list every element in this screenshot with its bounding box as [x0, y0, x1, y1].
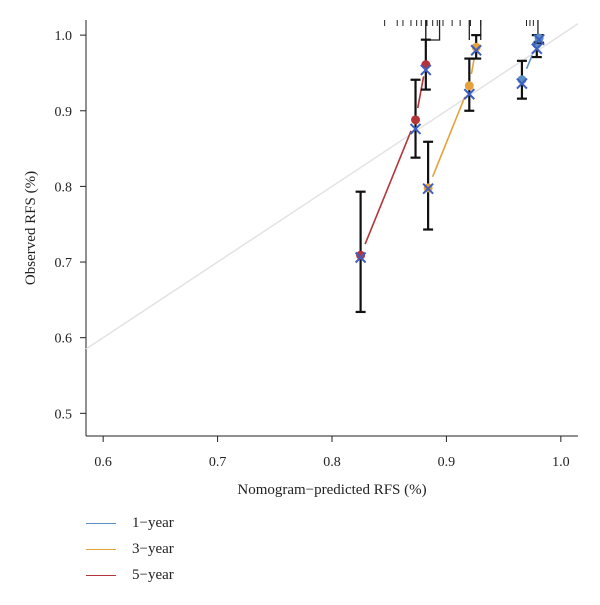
data-point	[471, 42, 481, 52]
estimate-cross	[531, 43, 543, 55]
data-point	[411, 115, 421, 125]
legend-swatch	[86, 548, 116, 550]
series-3−year	[422, 34, 482, 231]
estimate-cross	[470, 44, 482, 56]
y-tick-label: 0.5	[55, 407, 73, 422]
reference-line-group	[85, 23, 579, 350]
estimate-cross	[463, 88, 476, 100]
x-tick-label: 0.6	[94, 455, 112, 470]
rug-bracket	[425, 20, 441, 41]
rug-ticks-group	[384, 20, 539, 41]
legend-label: 1−year	[132, 514, 174, 531]
legend-item: 3−year	[86, 536, 174, 562]
y-tick-label: 0.9	[55, 105, 73, 120]
x-axis: 0.6 0.7 0.8 0.9 1.0	[94, 436, 570, 470]
data-point	[534, 33, 544, 43]
series-5−year	[354, 38, 432, 314]
y-tick-label: 1.0	[55, 29, 73, 44]
series-line-segment	[364, 130, 412, 245]
legend-swatch	[86, 574, 116, 576]
y-tick-label: 0.7	[55, 256, 73, 271]
series-line-segment	[470, 58, 475, 75]
series-line-segment	[525, 54, 533, 69]
x-tick-label: 0.7	[209, 455, 227, 470]
estimate-cross	[354, 251, 367, 264]
y-tick-label: 0.8	[55, 180, 73, 195]
estimate-cross	[516, 77, 528, 90]
y-axis: 0.5 0.6 0.7 0.8 0.9 1.0	[55, 29, 86, 422]
estimate-cross	[409, 123, 422, 135]
data-point	[464, 81, 474, 91]
legend: 1−year 3−year 5−year	[86, 510, 174, 588]
legend-swatch	[86, 522, 116, 524]
legend-item: 1−year	[86, 510, 174, 536]
x-tick-label: 1.0	[552, 455, 570, 470]
y-tick-label: 0.6	[55, 332, 73, 347]
legend-label: 3−year	[132, 540, 174, 557]
estimate-cross	[422, 182, 434, 195]
y-axis-title: Observed RFS (%)	[23, 171, 39, 285]
estimate-cross	[533, 33, 545, 46]
data-point	[356, 250, 366, 260]
estimate-cross	[420, 64, 432, 76]
reference-line	[85, 23, 579, 350]
series-line-segment	[416, 76, 425, 109]
x-tick-label: 0.9	[438, 455, 456, 470]
plot-frame	[85, 20, 578, 437]
x-tick-label: 0.8	[323, 455, 341, 470]
legend-label: 5−year	[132, 566, 174, 583]
series-1−year	[516, 33, 545, 100]
series-group	[354, 33, 545, 314]
series-line-segment	[431, 96, 466, 178]
legend-item: 5−year	[86, 562, 174, 588]
x-axis-title: Nomogram−predicted RFS (%)	[237, 482, 426, 498]
